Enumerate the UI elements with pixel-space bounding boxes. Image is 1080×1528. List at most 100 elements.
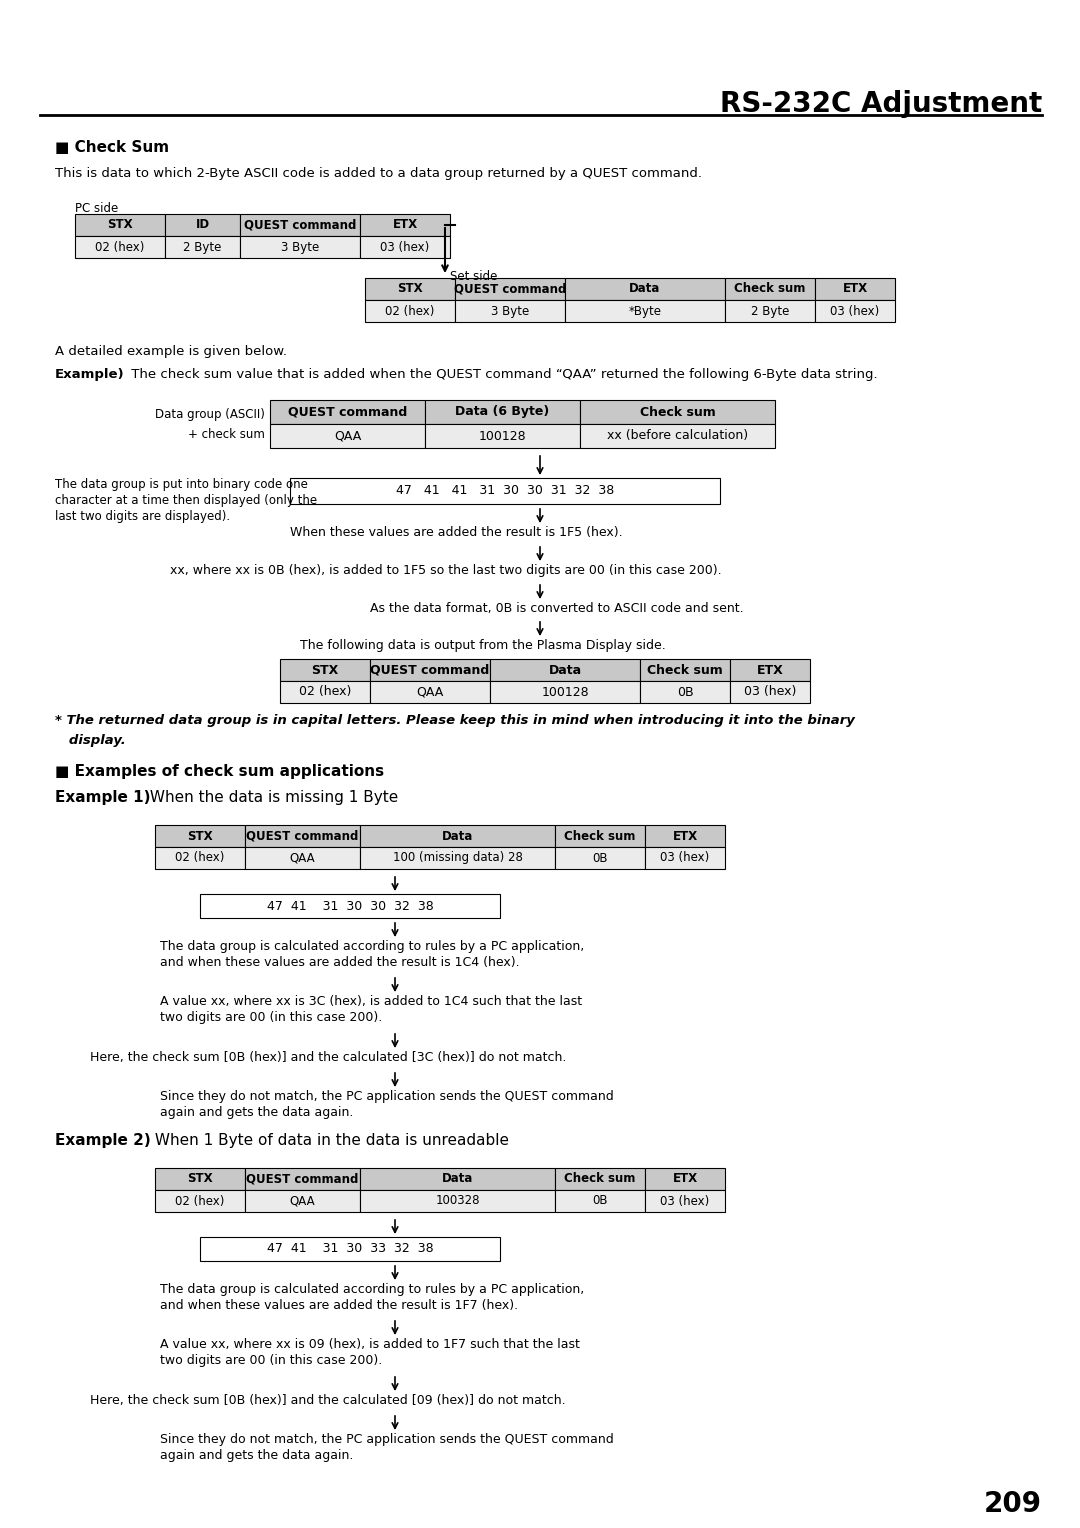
Bar <box>75 214 165 235</box>
Bar <box>725 278 815 299</box>
Text: Check sum: Check sum <box>734 283 806 295</box>
Text: 03 (hex): 03 (hex) <box>831 304 879 318</box>
Text: 3 Byte: 3 Byte <box>281 240 319 254</box>
Text: ■ Check Sum: ■ Check Sum <box>55 141 170 154</box>
Text: The following data is output from the Plasma Display side.: The following data is output from the Pl… <box>300 639 665 652</box>
Bar <box>815 278 895 299</box>
Text: Data: Data <box>442 1172 473 1186</box>
Text: * The returned data group is in capital letters. Please keep this in mind when i: * The returned data group is in capital … <box>55 714 855 727</box>
Text: STX: STX <box>397 283 422 295</box>
Bar <box>645 825 725 847</box>
Text: last two digits are displayed).: last two digits are displayed). <box>55 510 230 523</box>
Bar <box>365 299 455 322</box>
Bar <box>555 847 645 869</box>
Bar <box>365 278 455 299</box>
Text: Here, the check sum [0B (hex)] and the calculated [09 (hex)] do not match.: Here, the check sum [0B (hex)] and the c… <box>90 1394 566 1407</box>
Text: Example): Example) <box>55 368 124 380</box>
Bar <box>360 1167 555 1190</box>
Bar <box>156 1167 245 1190</box>
Text: Since they do not match, the PC application sends the QUEST command: Since they do not match, the PC applicat… <box>160 1089 613 1103</box>
Text: QAA: QAA <box>289 1195 315 1207</box>
Text: + check sum: + check sum <box>188 428 265 442</box>
Bar <box>555 825 645 847</box>
Text: ETX: ETX <box>673 1172 698 1186</box>
Text: STX: STX <box>107 219 133 232</box>
Text: Set side: Set side <box>450 270 498 283</box>
Text: 0B: 0B <box>677 686 693 698</box>
Text: The data group is put into binary code one: The data group is put into binary code o… <box>55 478 308 490</box>
Text: 47  41    31  30  30  32  38: 47 41 31 30 30 32 38 <box>267 900 433 912</box>
Text: 03 (hex): 03 (hex) <box>744 686 796 698</box>
Bar <box>360 235 450 258</box>
Text: Since they do not match, the PC application sends the QUEST command: Since they do not match, the PC applicat… <box>160 1433 613 1445</box>
Bar <box>245 1190 360 1212</box>
Bar <box>245 847 360 869</box>
Text: xx, where xx is 0B (hex), is added to 1F5 so the last two digits are 00 (in this: xx, where xx is 0B (hex), is added to 1F… <box>170 564 721 578</box>
Text: STX: STX <box>187 1172 213 1186</box>
Bar <box>156 847 245 869</box>
Text: and when these values are added the result is 1F7 (hex).: and when these values are added the resu… <box>160 1299 518 1313</box>
Text: Data (6 Byte): Data (6 Byte) <box>456 405 550 419</box>
Text: 47  41    31  30  33  32  38: 47 41 31 30 33 32 38 <box>267 1242 433 1256</box>
Text: A value xx, where xx is 3C (hex), is added to 1C4 such that the last: A value xx, where xx is 3C (hex), is add… <box>160 995 582 1008</box>
Bar <box>640 659 730 681</box>
Text: QUEST command: QUEST command <box>370 663 489 677</box>
Text: Check sum: Check sum <box>647 663 723 677</box>
Bar <box>280 659 370 681</box>
Text: The data group is calculated according to rules by a PC application,: The data group is calculated according t… <box>160 940 584 953</box>
Text: and when these values are added the result is 1C4 (hex).: and when these values are added the resu… <box>160 957 519 969</box>
Text: 02 (hex): 02 (hex) <box>386 304 434 318</box>
Bar <box>725 299 815 322</box>
Bar <box>291 478 720 504</box>
Text: two digits are 00 (in this case 200).: two digits are 00 (in this case 200). <box>160 1012 382 1024</box>
Bar <box>565 299 725 322</box>
Bar <box>240 214 360 235</box>
Text: When the data is missing 1 Byte: When the data is missing 1 Byte <box>145 790 399 805</box>
Bar <box>165 235 240 258</box>
Bar <box>270 423 426 448</box>
Text: ETX: ETX <box>392 219 418 232</box>
Text: RS-232C Adjustment: RS-232C Adjustment <box>719 90 1042 118</box>
Text: xx (before calculation): xx (before calculation) <box>607 429 748 443</box>
Bar <box>75 235 165 258</box>
Text: 03 (hex): 03 (hex) <box>380 240 430 254</box>
Text: 3 Byte: 3 Byte <box>491 304 529 318</box>
Text: A detailed example is given below.: A detailed example is given below. <box>55 345 287 358</box>
Bar <box>360 214 450 235</box>
Text: Data: Data <box>630 283 661 295</box>
Text: The data group is calculated according to rules by a PC application,: The data group is calculated according t… <box>160 1284 584 1296</box>
Text: two digits are 00 (in this case 200).: two digits are 00 (in this case 200). <box>160 1354 382 1368</box>
Bar <box>580 400 775 423</box>
Text: ETX: ETX <box>842 283 867 295</box>
Bar <box>270 400 426 423</box>
Bar <box>360 847 555 869</box>
Text: STX: STX <box>311 663 339 677</box>
Text: Data: Data <box>442 830 473 842</box>
Bar <box>165 214 240 235</box>
Text: A value xx, where xx is 09 (hex), is added to 1F7 such that the last: A value xx, where xx is 09 (hex), is add… <box>160 1339 580 1351</box>
Text: When 1 Byte of data in the data is unreadable: When 1 Byte of data in the data is unrea… <box>150 1132 509 1148</box>
Text: ETX: ETX <box>673 830 698 842</box>
Text: QAA: QAA <box>417 686 444 698</box>
Bar <box>640 681 730 703</box>
Bar <box>455 278 565 299</box>
Text: 100128: 100128 <box>541 686 589 698</box>
Bar <box>156 1190 245 1212</box>
Text: This is data to which 2-Byte ASCII code is added to a data group returned by a Q: This is data to which 2-Byte ASCII code … <box>55 167 702 180</box>
Bar <box>455 299 565 322</box>
Text: ■ Examples of check sum applications: ■ Examples of check sum applications <box>55 764 384 779</box>
Text: ID: ID <box>195 219 210 232</box>
Bar <box>240 235 360 258</box>
Text: 02 (hex): 02 (hex) <box>299 686 351 698</box>
Text: 02 (hex): 02 (hex) <box>175 851 225 865</box>
Text: 03 (hex): 03 (hex) <box>660 1195 710 1207</box>
Bar <box>815 299 895 322</box>
Text: again and gets the data again.: again and gets the data again. <box>160 1449 353 1462</box>
Text: display.: display. <box>55 733 125 747</box>
Text: QAA: QAA <box>289 851 315 865</box>
Bar <box>370 681 490 703</box>
Text: The check sum value that is added when the QUEST command “QAA” returned the foll: The check sum value that is added when t… <box>127 368 878 380</box>
Bar <box>555 1167 645 1190</box>
Text: 100 (missing data) 28: 100 (missing data) 28 <box>392 851 523 865</box>
Bar <box>565 278 725 299</box>
